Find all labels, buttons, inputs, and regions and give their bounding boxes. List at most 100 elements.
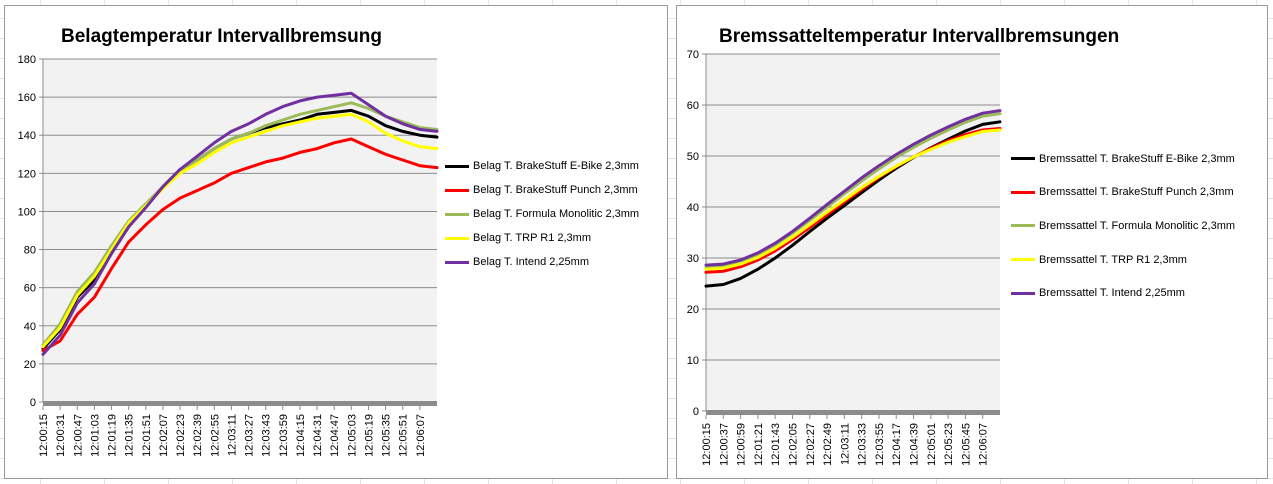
legend-item: Belag T. BrakeStuff E-Bike 2,3mm	[445, 154, 639, 178]
series-line-1	[41, 137, 439, 353]
y-tick-label: 70	[687, 49, 699, 61]
y-tick-label: 40	[687, 202, 699, 214]
x-tick-label: 12:01:21	[753, 423, 765, 466]
x-tick-label: 12:05:01	[926, 423, 938, 466]
chart-plot-caliper-temperature: 0 10 20 30 40 50 60 70 12:00:15 12:00:37 12:00:59 1…	[687, 49, 1002, 466]
series-line-3	[41, 112, 439, 349]
legend-swatch	[1011, 157, 1035, 161]
y-tick-label: 40	[24, 321, 36, 333]
x-tick-label: 12:03:43	[261, 414, 273, 457]
y-tick-label: 50	[687, 151, 699, 163]
x-tick-label: 12:05:03	[346, 414, 358, 457]
x-tick-label: 12:04:39	[909, 423, 921, 466]
x-tick-label: 12:03:59	[278, 414, 290, 457]
x-tick-label: 12:02:39	[192, 414, 204, 457]
y-tick-label: 100	[18, 206, 36, 218]
x-axis	[43, 401, 437, 406]
legend-swatch	[445, 188, 469, 192]
chart-legend: Bremssattel T. BrakeStuff E-Bike 2,3mm Br…	[1011, 142, 1235, 310]
y-tick-label: 20	[687, 304, 699, 316]
x-tick-label: 12:01:51	[141, 414, 153, 457]
legend-swatch	[1011, 224, 1035, 228]
y-tick-label: 120	[18, 168, 36, 180]
chart-title: Belagtemperatur Intervallbremsung	[61, 26, 382, 47]
y-tick-label: 180	[18, 54, 36, 66]
series-line-3	[704, 128, 1002, 271]
legend-label: Bremssattel T. Intend 2,25mm	[1039, 287, 1185, 300]
y-tick-label: 20	[24, 359, 36, 371]
x-tick-label: 12:05:35	[381, 414, 393, 457]
legend-item: Bremssattel T. BrakeStuff E-Bike 2,3mm	[1011, 142, 1235, 176]
x-tick-label: 12:04:15	[295, 414, 307, 457]
x-tick-label: 12:04:31	[312, 414, 324, 457]
legend-swatch	[1011, 190, 1035, 194]
x-tick-label: 12:05:45	[960, 423, 972, 466]
x-tick-label: 12:02:55	[209, 414, 221, 457]
y-tick-label: 60	[24, 283, 36, 295]
series-line-4	[704, 109, 1002, 267]
x-tick-label: 12:00:47	[72, 414, 84, 457]
legend-item: Bremssattel T. TRP R1 2,3mm	[1011, 243, 1235, 277]
y-tick-label: 10	[687, 355, 699, 367]
x-tick-label: 12:02:27	[805, 423, 817, 466]
x-tick-label: 12:02:05	[787, 423, 799, 466]
x-tick-label: 12:00:31	[55, 414, 67, 457]
legend-item: Bremssattel T. Intend 2,25mm	[1011, 276, 1235, 310]
y-tick-label: 30	[687, 253, 699, 265]
x-tick-label: 12:03:27	[244, 414, 256, 457]
y-tick-label: 160	[18, 92, 36, 104]
x-tick-label: 12:04:47	[329, 414, 341, 457]
chart-plot-pad-temperature: 0 20 40 60 80 100 120 140 160 180 12:00:15 12:00:31…	[18, 54, 439, 457]
x-tick-label: 12:00:37	[718, 423, 730, 466]
legend-label: Bremssattel T. BrakeStuff E-Bike 2,3mm	[1039, 152, 1235, 165]
x-tick-label: 12:04:17	[891, 423, 903, 466]
chart-legend: Belag T. BrakeStuff E-Bike 2,3mm Belag T.…	[445, 154, 639, 274]
y-tick-label: 140	[18, 130, 36, 142]
y-tick-label: 0	[30, 397, 36, 409]
x-tick-label: 12:03:55	[874, 423, 886, 466]
legend-swatch	[445, 236, 469, 240]
x-tick-label: 12:00:59	[736, 423, 748, 466]
x-tick-label: 12:00:15	[701, 423, 713, 466]
x-tick-label: 12:06:07	[415, 414, 427, 457]
legend-label: Belag T. TRP R1 2,3mm	[473, 232, 591, 244]
series-line-1	[704, 127, 1002, 274]
x-tick-label: 12:05:23	[943, 423, 955, 466]
legend-item: Belag T. BrakeStuff Punch 2,3mm	[445, 178, 639, 202]
x-tick-label: 12:03:11	[226, 414, 238, 456]
series-line-0	[704, 120, 1002, 288]
y-tick-label: 80	[24, 245, 36, 257]
legend-label: Belag T. BrakeStuff Punch 2,3mm	[473, 184, 638, 196]
chart-title: Bremssatteltemperatur Intervallbremsunge…	[719, 26, 1120, 47]
y-tick-label: 0	[693, 406, 699, 418]
legend-item: Belag T. Formula Monolitic 2,3mm	[445, 202, 639, 226]
legend-label: Bremssattel T. Formula Monolitic 2,3mm	[1039, 219, 1236, 232]
y-tick-label: 60	[687, 100, 699, 112]
legend-item: Bremssattel T. BrakeStuff Punch 2,3mm	[1011, 176, 1235, 210]
x-tick-label: 12:06:07	[978, 423, 990, 466]
legend-swatch	[445, 260, 469, 264]
x-tick-label: 12:05:51	[398, 414, 410, 457]
x-tick-label: 12:01:43	[770, 423, 782, 466]
legend-item: Belag T. Intend 2,25mm	[445, 250, 639, 274]
series-line-2	[41, 101, 439, 347]
legend-label: Belag T. Intend 2,25mm	[473, 256, 589, 268]
legend-label: Bremssattel T. TRP R1 2,3mm	[1039, 253, 1187, 266]
x-tick-label: 12:01:03	[89, 414, 101, 457]
series-line-4	[41, 91, 439, 356]
chart-panel-pad-temperature[interactable]: Belagtemperatur Intervallbremsung 0 20 40 6…	[4, 5, 668, 479]
legend-label: Belag T. Formula Monolitic 2,3mm	[473, 208, 640, 220]
chart-panel-caliper-temperature[interactable]: Bremssatteltemperatur Intervallbremsunge…	[676, 5, 1268, 479]
x-tick-label: 12:02:07	[158, 414, 170, 457]
x-tick-label: 12:03:33	[857, 423, 869, 466]
x-tick-label: 12:03:11	[839, 423, 851, 465]
legend-label: Bremssattel T. BrakeStuff Punch 2,3mm	[1039, 186, 1234, 199]
legend-swatch	[445, 212, 469, 216]
legend-swatch	[1011, 258, 1035, 262]
x-tick-label: 12:02:49	[822, 423, 834, 466]
x-tick-label: 12:05:19	[363, 414, 375, 457]
x-tick-label: 12:01:35	[124, 414, 136, 457]
legend-swatch	[1011, 291, 1035, 295]
plot-area	[706, 54, 1000, 411]
x-axis	[706, 410, 1000, 415]
